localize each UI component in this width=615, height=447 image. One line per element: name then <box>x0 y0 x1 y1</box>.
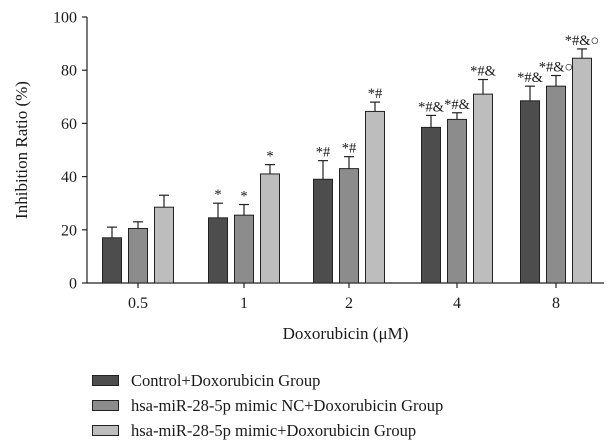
bar <box>447 118 467 284</box>
significance-label: *# <box>342 141 357 157</box>
y-tick-label: 80 <box>61 63 77 80</box>
legend-swatch <box>92 400 119 411</box>
significance-label: * <box>214 187 221 203</box>
axes: 0 20 40 60 80 100 0.5 1 2 4 8 <box>53 10 604 312</box>
bar <box>208 217 228 284</box>
significance-label: *# <box>368 86 383 102</box>
x-tick-label: 2 <box>345 295 353 312</box>
legend-label: hsa-miR-28-5p mimic NC+Doxorubicin Group <box>131 395 444 415</box>
y-tick-label: 0 <box>69 276 77 293</box>
bar <box>313 178 333 284</box>
y-tick-label: 20 <box>61 222 77 239</box>
bars: **#*#&*#&**#*#&*#&○**#*#&*#&○ <box>102 33 600 284</box>
significance-label: * <box>240 189 247 205</box>
legend-item: hsa-miR-28-5p mimic+Doxorubicin Group <box>92 418 443 443</box>
legend-item: Control+Doxorubicin Group <box>92 368 443 393</box>
x-tick-label: 4 <box>453 295 461 312</box>
bar <box>520 100 540 284</box>
y-axis-label: Inhibition Ratio (%) <box>12 81 31 219</box>
bar <box>421 126 441 284</box>
bar <box>572 57 592 284</box>
bar <box>473 93 493 284</box>
bar <box>128 227 148 284</box>
x-tick-label: 0.5 <box>128 295 148 312</box>
legend-item: hsa-miR-28-5p mimic NC+Doxorubicin Group <box>92 393 443 418</box>
y-tick-label: 100 <box>53 10 77 27</box>
bar <box>260 173 280 284</box>
bar <box>102 237 122 284</box>
bar <box>339 168 359 284</box>
bar <box>546 85 566 284</box>
x-tick-label: 1 <box>240 295 248 312</box>
bar <box>154 206 174 284</box>
y-tick-label: 60 <box>61 116 77 133</box>
axis-labels: Doxorubicin (μM) Inhibition Ratio (%) <box>12 81 408 343</box>
significance-label: *#& <box>418 99 445 115</box>
legend-label: Control+Doxorubicin Group <box>131 370 321 390</box>
significance-label: *#& <box>470 64 497 80</box>
x-axis-label: Doxorubicin (μM) <box>283 324 409 343</box>
bar <box>365 110 385 284</box>
x-tick-label: 8 <box>552 295 560 312</box>
bar <box>234 214 254 284</box>
legend-label: hsa-miR-28-5p mimic+Doxorubicin Group <box>131 420 417 440</box>
legend-swatch <box>92 425 119 436</box>
significance-label: *#&○ <box>539 60 574 76</box>
y-tick-label: 40 <box>61 169 77 186</box>
significance-label: *#&○ <box>565 33 600 49</box>
significance-label: *# <box>316 145 331 161</box>
significance-label: *#& <box>517 70 544 86</box>
significance-label: * <box>266 149 273 165</box>
significance-label: *#& <box>444 97 471 113</box>
legend-swatch <box>92 375 119 386</box>
legend: Control+Doxorubicin Group hsa-miR-28-5p m… <box>92 368 443 443</box>
